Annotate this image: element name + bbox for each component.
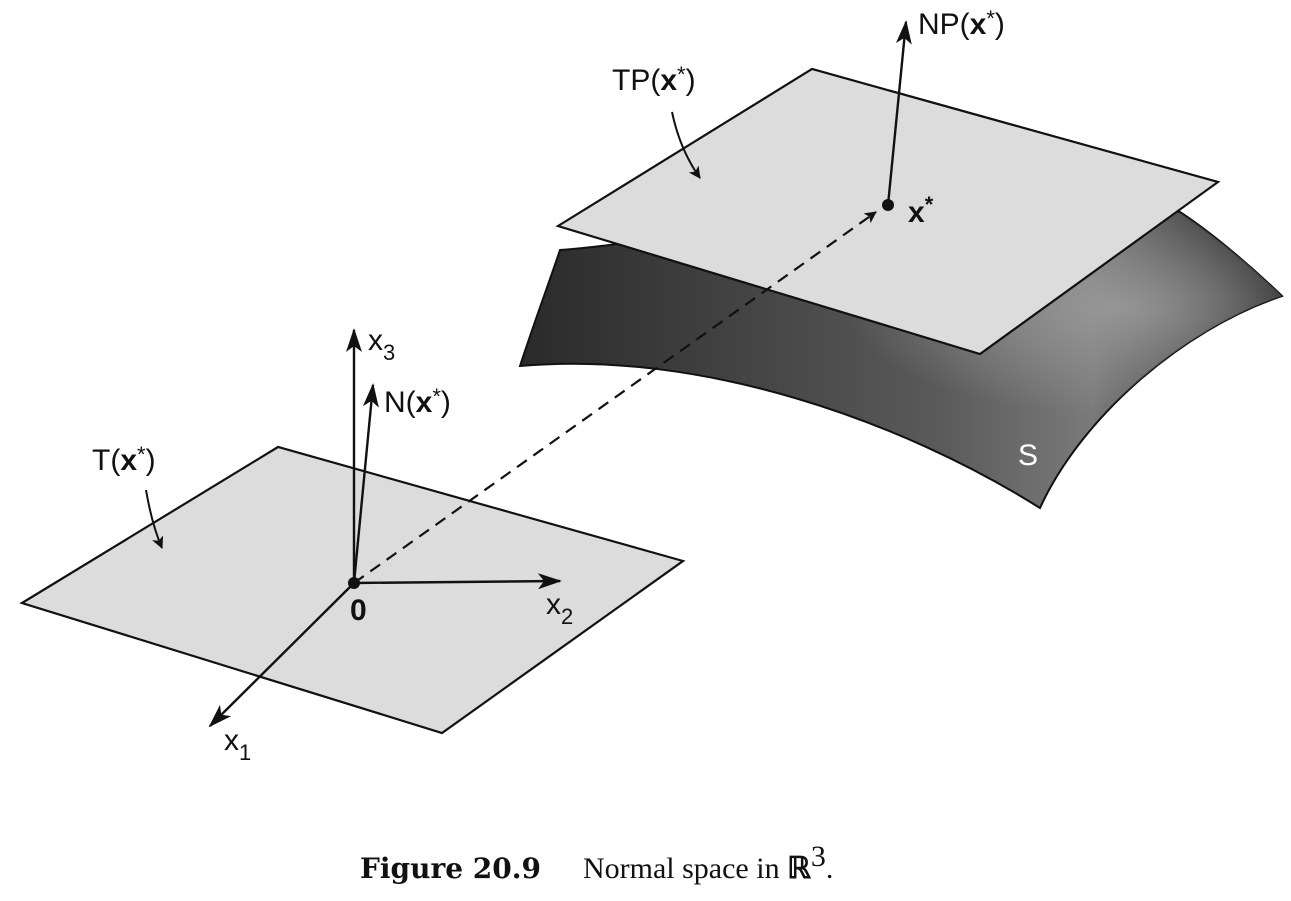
surface-s-highlight xyxy=(520,198,1282,509)
tangent-plane-tp xyxy=(555,67,1221,356)
x-star-label: x* xyxy=(908,192,934,229)
tangent-space-plane xyxy=(19,445,686,735)
x1-label: x1 xyxy=(224,724,251,765)
tp-label-pointer xyxy=(671,111,701,179)
t-label-pointer xyxy=(145,489,164,549)
surface-label: S xyxy=(1018,439,1038,472)
normal-plane-arrow xyxy=(886,20,912,206)
point-x-star xyxy=(882,199,894,211)
tp-label: TP(x*) xyxy=(612,62,696,97)
n-label: N(x*) xyxy=(384,384,451,419)
normal-space-arrow xyxy=(352,383,379,584)
axis-x1-arrow xyxy=(208,582,355,728)
np-label: NP(x*) xyxy=(918,6,1005,41)
t-label: T(x*) xyxy=(92,442,156,477)
axis-x2-arrow xyxy=(353,573,562,590)
x2-label: x2 xyxy=(546,588,573,629)
origin-point xyxy=(348,577,360,589)
position-vector-dashed xyxy=(353,211,877,584)
origin-label: 0 xyxy=(350,594,367,627)
figure-caption: Figure 20.9 Normal space in ℝ3. xyxy=(360,840,833,885)
x3-label: x3 xyxy=(368,324,395,365)
